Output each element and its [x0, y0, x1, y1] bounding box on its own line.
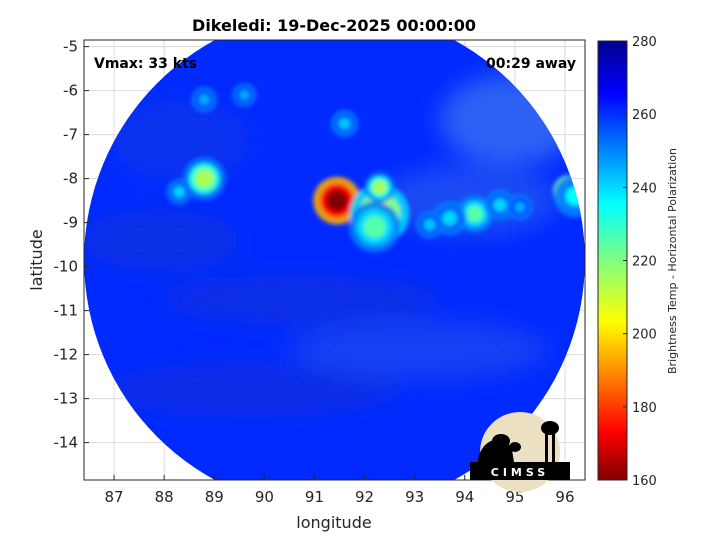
x-tick-label: 92	[355, 488, 374, 506]
convection-features	[166, 83, 585, 253]
feature-core	[514, 201, 526, 213]
x-tick-label: 91	[305, 488, 324, 506]
colorbar-tick-label: 260	[632, 108, 657, 123]
colorbar-tick-label: 160	[632, 474, 657, 489]
y-axis-ticks: -5 -6 -7 -8 -9 -10 -11 -12 -13 -14	[54, 38, 89, 452]
y-tick-label: -7	[63, 126, 78, 144]
colorbar-ticks: 280 260 240 220 200 180 160	[623, 35, 657, 489]
y-tick-label: -11	[54, 302, 79, 320]
x-tick-label: 93	[405, 488, 424, 506]
chart-title: Dikeledi: 19-Dec-2025 00:00:00	[192, 16, 476, 35]
x-axis-ticks: 87 88 89 90 91 92 93 94 95 96	[105, 475, 575, 506]
cimss-logo: CIMSS	[470, 412, 570, 492]
feature-core	[423, 218, 436, 231]
feature-core	[372, 180, 387, 195]
colorbar-tick-label: 200	[632, 328, 657, 343]
x-tick-label: 88	[155, 488, 174, 506]
x-tick-label: 89	[205, 488, 224, 506]
feature-core	[173, 186, 185, 198]
colorbar-tick-label: 220	[632, 255, 657, 270]
feature-core	[363, 215, 386, 239]
colorbar-label: Brightness Temp - Horizontal Polarizatio…	[666, 148, 679, 374]
x-axis-label: longitude	[296, 513, 371, 532]
colorbar	[597, 40, 628, 481]
x-tick-label: 94	[455, 488, 474, 506]
colorbar-tick-label: 240	[632, 181, 657, 196]
feature-core	[198, 93, 210, 106]
y-tick-label: -5	[63, 38, 78, 56]
feature-core	[442, 210, 458, 226]
x-tick-label: 96	[555, 488, 574, 506]
swath-layer	[84, 40, 585, 480]
vmax-annotation: Vmax: 33 kts	[94, 56, 197, 72]
colorbar-tick-label: 280	[632, 35, 657, 50]
logo-text: CIMSS	[491, 466, 549, 479]
feature-core	[338, 117, 351, 130]
y-tick-label: -13	[54, 390, 79, 408]
y-tick-label: -10	[54, 258, 79, 276]
feature-core	[493, 198, 507, 212]
x-tick-label: 87	[105, 488, 124, 506]
time-away-annotation: 00:29 away	[486, 56, 576, 72]
colorbar-tick-label: 180	[632, 401, 657, 416]
feature-core	[239, 89, 250, 101]
y-tick-label: -6	[63, 82, 78, 100]
axes-box	[83, 39, 586, 481]
feature-core	[326, 190, 348, 212]
y-tick-label: -12	[54, 346, 79, 364]
y-tick-label: -9	[63, 214, 78, 232]
y-tick-label: -14	[54, 434, 79, 452]
y-tick-label: -8	[63, 170, 78, 188]
feature-core	[466, 205, 484, 223]
x-tick-label: 90	[255, 488, 274, 506]
y-axis-label: latitude	[27, 229, 46, 290]
feature-core	[194, 169, 214, 188]
x-tick-label: 95	[505, 488, 524, 506]
